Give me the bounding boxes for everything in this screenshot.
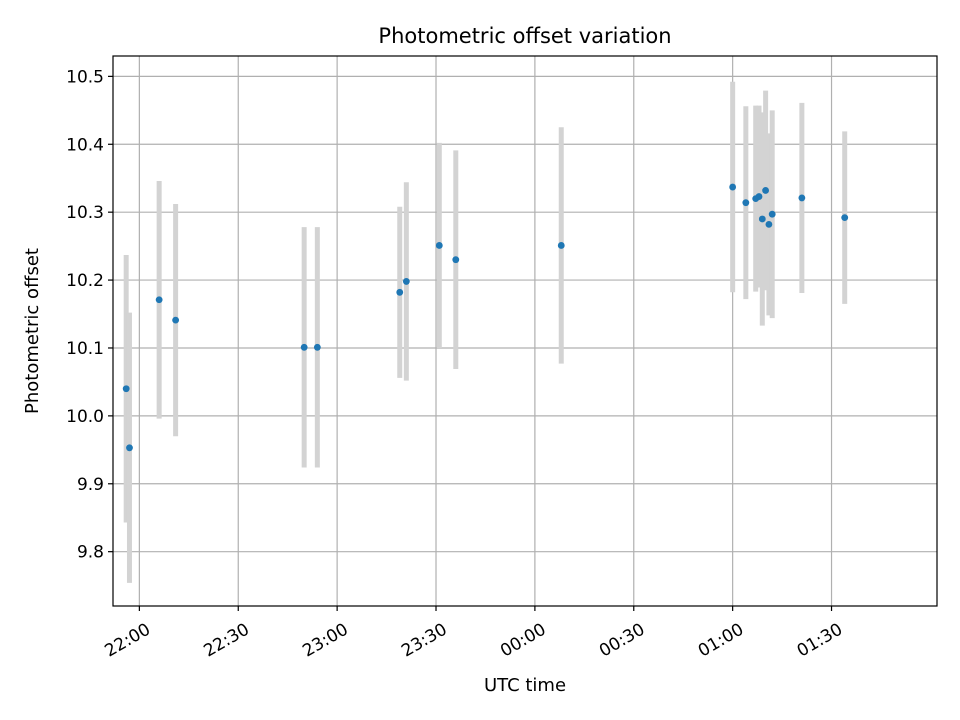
x-axis-title: UTC time [484,675,566,696]
figure-background [0,0,960,720]
data-point [769,211,776,218]
y-tick-label: 10.4 [66,135,104,155]
chart: 22:00 22:30 23:00 23:30 00:00 00:30 01:00 01:30… [0,0,960,720]
data-point [301,344,308,351]
data-point [742,199,749,206]
data-point [558,242,565,249]
data-point [126,444,133,451]
data-point [156,296,163,303]
data-point [766,221,773,228]
y-axis-title: Photometric offset [22,248,43,414]
y-tick-label: 10.1 [66,339,104,359]
y-tick-label: 10.3 [66,203,104,223]
data-point [841,214,848,221]
data-point [729,184,736,191]
y-tick-label: 9.8 [77,543,104,563]
data-point [436,242,443,249]
data-point [762,187,769,194]
y-tick-label: 9.9 [77,475,104,495]
data-point [756,193,763,200]
data-point [759,216,766,223]
data-point [452,256,459,263]
data-point [798,195,805,202]
data-point [403,278,410,285]
y-tick-label: 10.0 [66,407,104,427]
data-point [396,289,403,296]
chart-title: Photometric offset variation [378,24,671,48]
data-point [123,385,130,392]
data-point [314,344,321,351]
y-tick-label: 10.5 [66,67,104,87]
data-point [172,317,179,324]
y-tick-label: 10.2 [66,271,104,291]
